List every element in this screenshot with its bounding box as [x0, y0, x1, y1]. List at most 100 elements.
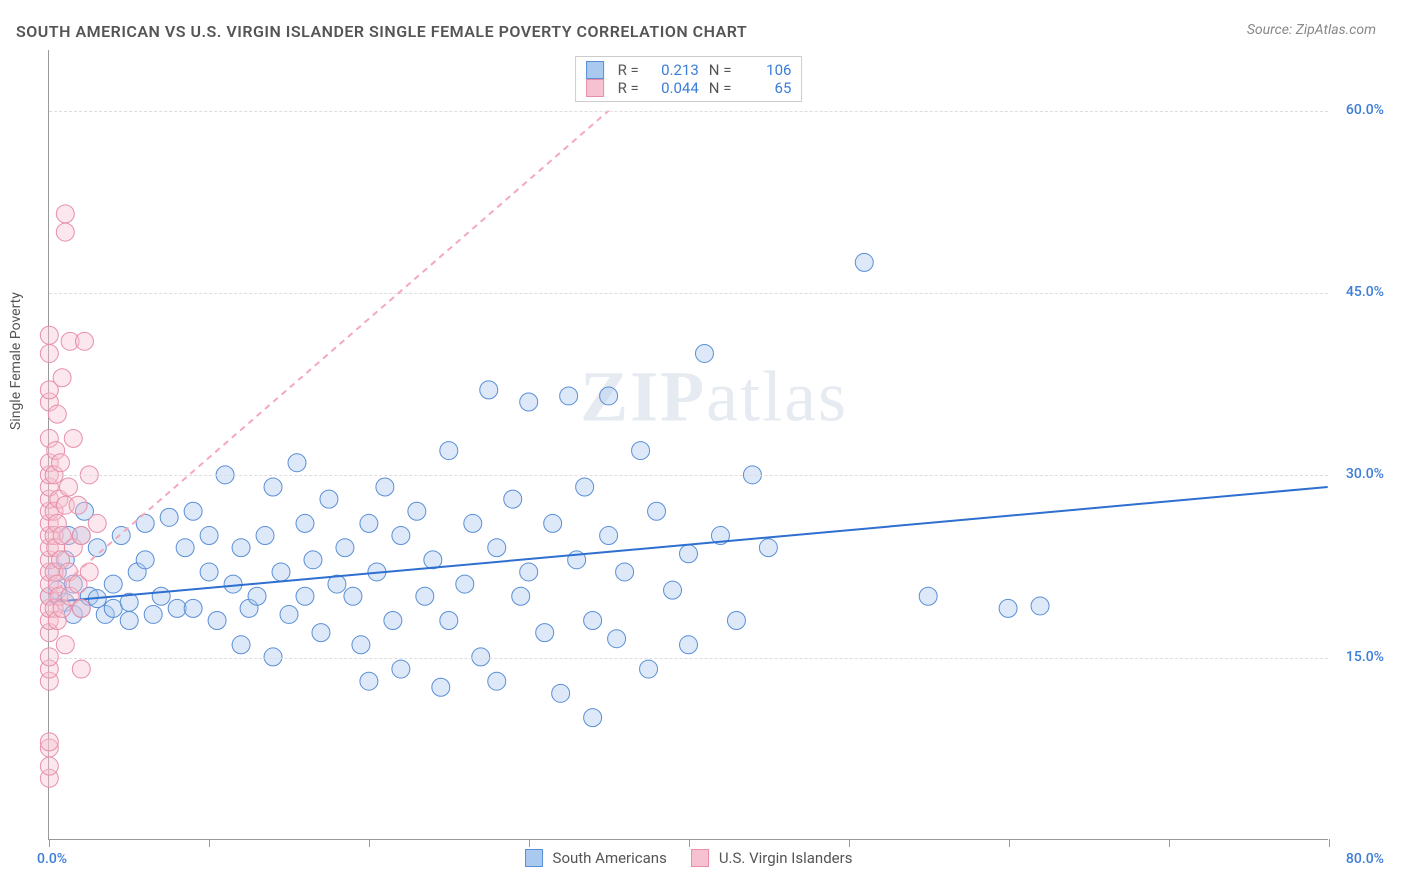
data-point	[280, 605, 298, 623]
data-point	[576, 478, 594, 496]
data-point	[52, 454, 70, 472]
x-axis-max-label: 80.0%	[1346, 851, 1384, 867]
x-axis-min-label: 0.0%	[37, 851, 67, 867]
chart-title: SOUTH AMERICAN VS U.S. VIRGIN ISLANDER S…	[16, 22, 747, 41]
x-tick	[689, 839, 690, 847]
data-point	[464, 514, 482, 532]
data-point	[272, 563, 290, 581]
data-point	[136, 551, 154, 569]
data-point	[312, 624, 330, 642]
data-point	[53, 369, 71, 387]
data-point	[80, 563, 98, 581]
data-point	[488, 539, 506, 557]
data-point	[432, 678, 450, 696]
r-value-2: 0.044	[649, 79, 699, 97]
data-point	[759, 539, 777, 557]
data-point	[544, 514, 562, 532]
data-point	[424, 551, 442, 569]
data-point	[208, 612, 226, 630]
data-point	[560, 387, 578, 405]
data-point	[632, 442, 650, 460]
source-attribution: Source: ZipAtlas.com	[1247, 22, 1376, 38]
swatch-icon	[691, 849, 709, 867]
x-tick	[849, 839, 850, 847]
data-point	[344, 587, 362, 605]
data-point	[480, 381, 498, 399]
data-point	[72, 527, 90, 545]
data-point	[200, 563, 218, 581]
data-point	[136, 514, 154, 532]
y-axis-label: Single Female Poverty	[8, 292, 24, 430]
data-point	[416, 587, 434, 605]
r-label-2: R =	[618, 79, 639, 97]
swatch-series-1	[586, 61, 604, 79]
data-point	[440, 442, 458, 460]
data-point	[584, 612, 602, 630]
y-tick-label: 30.0%	[1346, 466, 1384, 482]
data-point	[160, 508, 178, 526]
gridline	[49, 111, 1328, 112]
chart-plot-area: ZIPatlas R = 0.213 N = 106 R = 0.044 N =…	[48, 50, 1328, 840]
data-point	[200, 527, 218, 545]
data-point	[456, 575, 474, 593]
y-tick-label: 45.0%	[1346, 284, 1384, 300]
n-label-2: N =	[709, 79, 732, 97]
x-tick	[1009, 839, 1010, 847]
data-point	[72, 660, 90, 678]
data-point	[999, 599, 1017, 617]
gridline	[49, 293, 1328, 294]
x-tick	[1169, 839, 1170, 847]
correlation-legend: R = 0.213 N = 106 R = 0.044 N = 65	[575, 56, 803, 102]
data-point	[552, 684, 570, 702]
data-point	[48, 405, 66, 423]
data-point	[40, 344, 58, 362]
x-tick	[1329, 839, 1330, 847]
n-label: N =	[709, 61, 732, 79]
data-point	[608, 630, 626, 648]
data-point	[392, 660, 410, 678]
n-value-1: 106	[741, 61, 791, 79]
data-point	[600, 527, 618, 545]
data-point	[304, 551, 322, 569]
data-point	[440, 612, 458, 630]
data-point	[75, 332, 93, 350]
n-value-2: 65	[741, 79, 791, 97]
data-point	[40, 757, 58, 775]
x-tick	[369, 839, 370, 847]
data-point	[264, 478, 282, 496]
trend-line	[49, 111, 608, 597]
data-point	[727, 612, 745, 630]
data-point	[360, 514, 378, 532]
data-point	[584, 709, 602, 727]
data-point	[232, 636, 250, 654]
data-point	[288, 454, 306, 472]
data-point	[56, 205, 74, 223]
data-point	[64, 429, 82, 447]
series-legend: South Americans U.S. Virgin Islanders	[525, 849, 853, 867]
data-point	[176, 539, 194, 557]
swatch-icon	[525, 849, 543, 867]
legend-item-1: South Americans	[525, 849, 667, 867]
data-point	[320, 490, 338, 508]
data-point	[40, 326, 58, 344]
data-point	[40, 733, 58, 751]
data-point	[408, 502, 426, 520]
r-label: R =	[618, 61, 639, 79]
data-point	[104, 575, 122, 593]
data-point	[855, 253, 873, 271]
data-point	[488, 672, 506, 690]
x-tick	[209, 839, 210, 847]
data-point	[88, 514, 106, 532]
data-point	[56, 223, 74, 241]
data-point	[336, 539, 354, 557]
data-point	[168, 599, 186, 617]
data-point	[664, 581, 682, 599]
data-point	[616, 563, 634, 581]
gridline	[49, 475, 1328, 476]
data-point	[600, 387, 618, 405]
data-point	[184, 502, 202, 520]
data-point	[120, 612, 138, 630]
data-point	[104, 599, 122, 617]
scatter-plot-svg	[49, 50, 1328, 839]
data-point	[224, 575, 242, 593]
